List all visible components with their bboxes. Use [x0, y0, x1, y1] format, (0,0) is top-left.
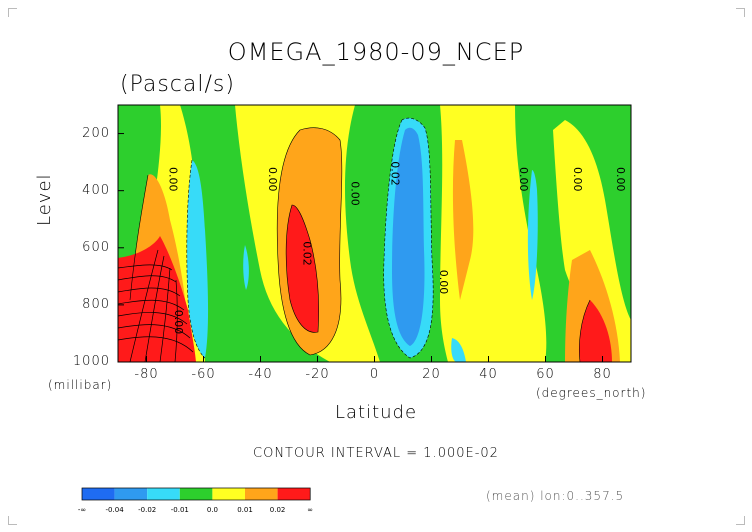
y-tick-label: 200	[82, 125, 110, 141]
contour-fields	[118, 105, 631, 362]
x-tick-label: -80	[134, 367, 159, 382]
colorbar-label: 0.0	[207, 506, 218, 514]
field-cyan-west	[186, 160, 209, 358]
field-cyan-central-left	[243, 245, 249, 290]
colorbar-label: -∞	[78, 506, 86, 514]
contour-line	[383, 117, 434, 359]
contour-line	[118, 299, 185, 311]
colorbar-segment	[147, 488, 180, 500]
x-tick-label: 60	[536, 367, 555, 382]
colorbar: -∞ -0.04 -0.02 -0.01 0.0 0.01 0.02 ∞	[78, 487, 313, 514]
y-tick-label: 1000	[72, 354, 110, 369]
y-tick-label: 600	[82, 239, 110, 255]
contour-lines-west	[118, 249, 194, 362]
contour-line	[118, 275, 177, 283]
mean-note: (mean) lon:0..357.5	[486, 489, 625, 503]
contour-label: 0.00	[349, 181, 362, 206]
contour-label: 0.00	[437, 270, 450, 295]
colorbar-label: 0.01	[237, 506, 253, 514]
contour-line	[144, 255, 165, 362]
corner-mark-top-right	[736, 8, 745, 17]
field-red-far-east	[579, 300, 612, 362]
x-tick-label: 20	[422, 367, 441, 382]
contour-label: 0.00	[571, 167, 584, 192]
x-axis-unit: (degrees_north)	[536, 386, 647, 400]
contour-line	[186, 159, 206, 359]
contour-line	[579, 299, 591, 362]
contour-line	[129, 249, 159, 362]
contour-label: 0.00	[517, 167, 530, 192]
x-tick-label: 40	[479, 367, 498, 382]
contour-label: 0.02	[300, 241, 313, 266]
contour-label: 0.00	[166, 167, 179, 192]
contour-label: 0.00	[172, 310, 185, 335]
colorbar-segment	[179, 488, 213, 500]
colorbar-segment	[245, 488, 278, 500]
contour-labels: 0.00 0.00 0.00 0.02 0.00 0.00 0.00 0.02 0.00 0.00	[166, 161, 626, 334]
contour-line	[118, 324, 191, 339]
colorbar-segment	[212, 488, 245, 500]
contour-interval: CONTOUR INTERVAL = 1.000E-02	[253, 446, 499, 461]
x-axis-label: Latitude	[334, 402, 418, 423]
contour-line	[129, 174, 149, 301]
x-tick-label: 0	[369, 367, 380, 382]
x-tick-label: -20	[305, 367, 330, 382]
colorbar-label: -0.01	[171, 506, 189, 514]
contour-line	[285, 204, 320, 333]
colorbar-label: -0.04	[106, 506, 125, 514]
y-tick-label: 800	[82, 296, 110, 312]
x-tick-label: -40	[248, 367, 273, 382]
field-cyan-far-east	[527, 170, 538, 300]
colorbar-label: 0.02	[270, 506, 286, 514]
tick-marks	[118, 133, 603, 363]
field-red-central	[286, 205, 319, 333]
contour-label: 0.00	[614, 167, 627, 192]
colorbar-segment	[114, 488, 148, 500]
chart-units: (Pascal/s)	[120, 72, 235, 97]
corner-mark-top-left	[8, 8, 17, 17]
x-tick-label: -60	[191, 367, 216, 382]
contour-line	[159, 267, 171, 362]
contour-line	[276, 127, 343, 356]
contour-line	[118, 336, 194, 353]
contour-line	[118, 287, 181, 297]
y-axis-unit: (millibar)	[48, 378, 113, 392]
colorbar-label: ∞	[307, 506, 313, 514]
field-yellow-far-east	[553, 120, 631, 362]
y-tick-label: 400	[82, 182, 110, 198]
corner-mark-bottom-left	[8, 516, 17, 525]
contour-line	[118, 264, 173, 271]
field-cyan-east-small	[451, 338, 466, 362]
colorbar-label: -0.02	[138, 506, 156, 514]
contour-line	[174, 279, 178, 362]
contour-boundaries	[129, 117, 591, 362]
colorbar-frame	[81, 487, 311, 501]
contour-label: 0.02	[389, 161, 402, 186]
contour-label: 0.00	[266, 167, 279, 192]
colorbar-segment	[277, 488, 311, 500]
x-tick-label: 80	[593, 367, 612, 382]
corner-mark-bottom-right	[736, 516, 745, 525]
field-blue-central	[392, 127, 425, 346]
field-orange-east	[452, 140, 474, 300]
colorbar-segment	[82, 488, 115, 500]
chart-title: OMEGA_1980-09_NCEP	[227, 38, 525, 66]
